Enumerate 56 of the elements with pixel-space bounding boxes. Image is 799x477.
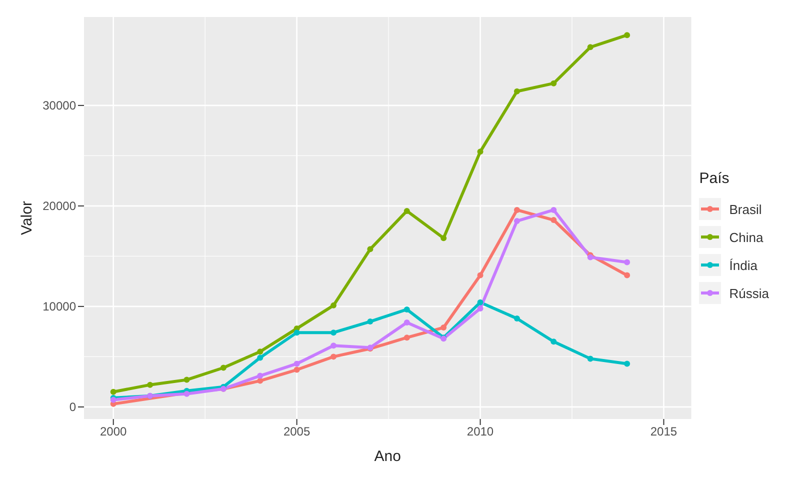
point	[257, 372, 264, 379]
point	[404, 334, 410, 341]
point	[294, 360, 300, 367]
point	[440, 324, 447, 331]
y-tick-label: 30000	[42, 98, 76, 113]
point	[477, 305, 484, 312]
point	[514, 88, 520, 94]
point	[367, 246, 374, 252]
point	[257, 348, 264, 355]
y-axis-title: Valor	[18, 201, 36, 235]
x-tick-label: 2010	[466, 424, 494, 439]
x-tick-label: 2005	[283, 424, 310, 439]
point	[440, 235, 447, 242]
point	[514, 218, 520, 224]
point	[550, 338, 557, 345]
point	[110, 388, 116, 395]
point	[477, 148, 484, 155]
x-axis-title: Ano	[374, 448, 401, 465]
point	[330, 330, 337, 336]
y-tick-label: 20000	[42, 199, 76, 214]
point	[587, 44, 594, 50]
point	[257, 354, 264, 361]
x-tick-label: 2000	[100, 424, 128, 439]
point	[404, 208, 410, 214]
point	[514, 206, 520, 213]
legend-label: Rússia	[729, 286, 769, 300]
point	[330, 302, 337, 308]
point	[477, 272, 484, 278]
point	[550, 80, 557, 86]
y-tick-label: 10000	[42, 300, 76, 314]
legend-label: Índia	[729, 258, 758, 272]
point	[624, 32, 630, 38]
y-tick-label: 0	[69, 400, 76, 414]
point	[294, 330, 300, 336]
legend-label: China	[729, 230, 764, 244]
point	[184, 376, 190, 383]
point	[404, 306, 410, 312]
point	[624, 259, 630, 266]
point	[294, 366, 300, 373]
point	[587, 356, 594, 362]
point	[367, 318, 374, 325]
point	[257, 378, 264, 384]
legend-title: País	[699, 170, 730, 187]
point	[330, 342, 337, 349]
point	[550, 206, 557, 213]
point	[147, 382, 154, 388]
legend-label: Brasil	[729, 202, 762, 216]
point	[624, 360, 630, 367]
point	[404, 320, 410, 326]
point	[477, 299, 484, 306]
point	[330, 354, 337, 360]
point	[220, 364, 226, 371]
point	[550, 217, 557, 224]
point	[624, 272, 630, 278]
x-tick-label: 2015	[650, 424, 678, 439]
point	[514, 316, 520, 322]
